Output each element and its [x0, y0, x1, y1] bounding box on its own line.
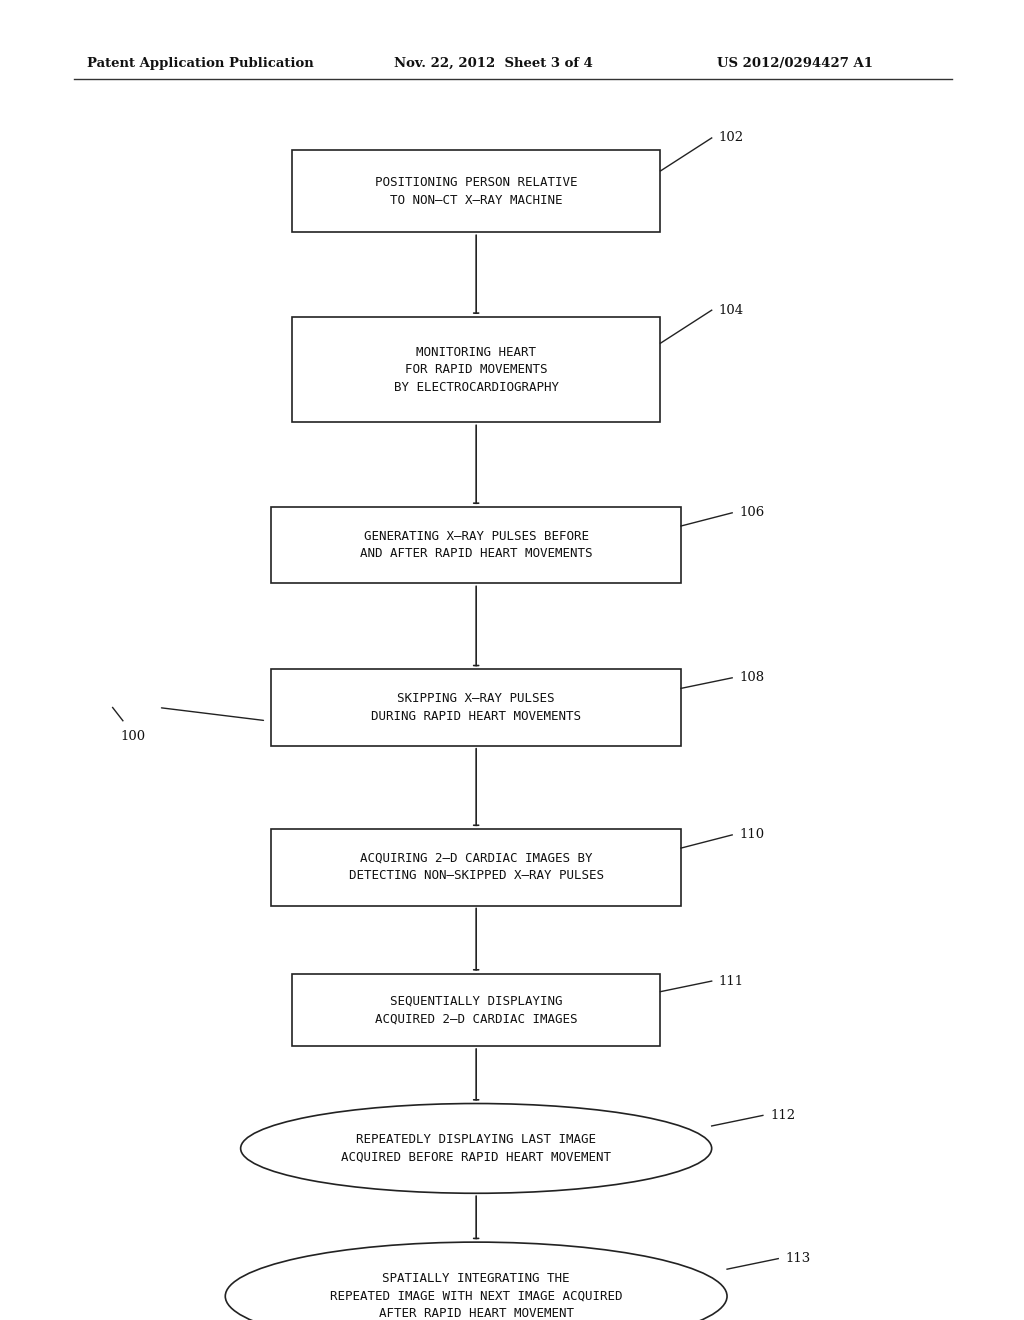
- Ellipse shape: [241, 1104, 712, 1193]
- Text: SEQUENTIALLY DISPLAYING
ACQUIRED 2–D CARDIAC IMAGES: SEQUENTIALLY DISPLAYING ACQUIRED 2–D CAR…: [375, 994, 578, 1026]
- Text: POSITIONING PERSON RELATIVE
TO NON–CT X–RAY MACHINE: POSITIONING PERSON RELATIVE TO NON–CT X–…: [375, 176, 578, 207]
- FancyBboxPatch shape: [271, 829, 681, 906]
- Text: 108: 108: [739, 672, 765, 684]
- Text: Nov. 22, 2012  Sheet 3 of 4: Nov. 22, 2012 Sheet 3 of 4: [394, 57, 593, 70]
- FancyBboxPatch shape: [271, 507, 681, 583]
- Text: 104: 104: [719, 304, 744, 317]
- Text: 113: 113: [785, 1253, 811, 1265]
- Ellipse shape: [225, 1242, 727, 1320]
- Text: 110: 110: [739, 829, 765, 841]
- Text: Patent Application Publication: Patent Application Publication: [87, 57, 313, 70]
- FancyBboxPatch shape: [292, 150, 660, 232]
- Text: US 2012/0294427 A1: US 2012/0294427 A1: [717, 57, 872, 70]
- Text: 111: 111: [719, 974, 744, 987]
- Text: 106: 106: [739, 507, 765, 519]
- Text: MONITORING HEART
FOR RAPID MOVEMENTS
BY ELECTROCARDIOGRAPHY: MONITORING HEART FOR RAPID MOVEMENTS BY …: [393, 346, 559, 393]
- Text: 100: 100: [121, 730, 145, 743]
- Text: ACQUIRING 2–D CARDIAC IMAGES BY
DETECTING NON–SKIPPED X–RAY PULSES: ACQUIRING 2–D CARDIAC IMAGES BY DETECTIN…: [348, 851, 604, 883]
- Text: SKIPPING X–RAY PULSES
DURING RAPID HEART MOVEMENTS: SKIPPING X–RAY PULSES DURING RAPID HEART…: [371, 692, 582, 723]
- Text: REPEATEDLY DISPLAYING LAST IMAGE
ACQUIRED BEFORE RAPID HEART MOVEMENT: REPEATEDLY DISPLAYING LAST IMAGE ACQUIRE…: [341, 1133, 611, 1164]
- FancyBboxPatch shape: [292, 317, 660, 422]
- Text: 102: 102: [719, 132, 744, 144]
- Text: 112: 112: [770, 1109, 796, 1122]
- Text: SPATIALLY INTEGRATING THE
REPEATED IMAGE WITH NEXT IMAGE ACQUIRED
AFTER RAPID HE: SPATIALLY INTEGRATING THE REPEATED IMAGE…: [330, 1272, 623, 1320]
- Text: GENERATING X–RAY PULSES BEFORE
AND AFTER RAPID HEART MOVEMENTS: GENERATING X–RAY PULSES BEFORE AND AFTER…: [359, 529, 593, 561]
- FancyBboxPatch shape: [271, 669, 681, 746]
- FancyBboxPatch shape: [292, 974, 660, 1045]
